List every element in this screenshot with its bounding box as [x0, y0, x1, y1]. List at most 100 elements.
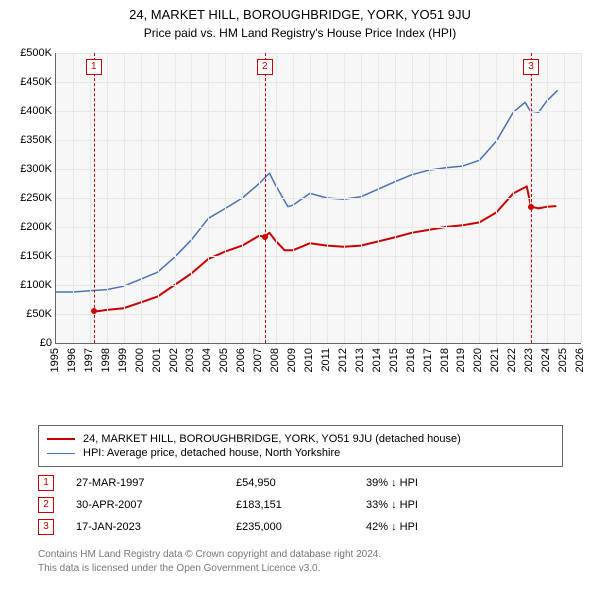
y-axis-tick-label: £50K	[2, 308, 52, 320]
x-axis-tick-label: 1998	[100, 348, 112, 372]
series-point-property	[91, 308, 97, 314]
sale-delta: 39% ↓ HPI	[366, 477, 486, 489]
x-axis-tick-label: 2012	[337, 348, 349, 372]
legend-swatch	[47, 453, 75, 454]
x-axis-tick-label: 1995	[49, 348, 61, 372]
gridline-vertical	[462, 53, 463, 343]
gridline-vertical	[344, 53, 345, 343]
gridline-vertical	[276, 53, 277, 343]
y-axis-tick-label: £100K	[2, 279, 52, 291]
x-axis-tick-label: 2001	[151, 348, 163, 372]
x-axis-tick-label: 2015	[388, 348, 400, 372]
x-axis-tick-label: 1996	[66, 348, 78, 372]
x-axis-tick-label: 2024	[540, 348, 552, 372]
gridline-horizontal	[56, 111, 581, 112]
x-axis-tick-label: 1997	[83, 348, 95, 372]
gridline-horizontal	[56, 140, 581, 141]
chart-title: 24, MARKET HILL, BOROUGHBRIDGE, YORK, YO…	[0, 0, 600, 24]
x-axis-tick-label: 2022	[506, 348, 518, 372]
sale-marker-line	[531, 53, 532, 343]
gridline-horizontal	[56, 285, 581, 286]
sale-marker-icon: 3	[523, 59, 539, 75]
sale-price: £183,151	[236, 499, 366, 511]
y-axis-tick-label: £350K	[2, 134, 52, 146]
gridline-vertical	[412, 53, 413, 343]
sale-row: 2 30-APR-2007 £183,151 33% ↓ HPI	[38, 494, 563, 516]
sale-marker-icon: 1	[86, 59, 102, 75]
x-axis-tick-label: 2017	[422, 348, 434, 372]
x-axis-tick-label: 2016	[405, 348, 417, 372]
gridline-vertical	[429, 53, 430, 343]
x-axis-tick-label: 2010	[303, 348, 315, 372]
x-axis-tick-label: 2023	[523, 348, 535, 372]
sale-date: 27-MAR-1997	[76, 477, 236, 489]
legend-label: HPI: Average price, detached house, Nort…	[83, 447, 340, 459]
chart: 123 £0£50K£100K£150K£200K£250K£300K£350K…	[0, 48, 600, 378]
sale-delta: 33% ↓ HPI	[366, 499, 486, 511]
gridline-vertical	[327, 53, 328, 343]
series-line-hpi	[56, 91, 557, 292]
x-axis-tick-label: 2025	[557, 348, 569, 372]
y-axis-tick-label: £150K	[2, 250, 52, 262]
x-axis-tick-label: 2005	[218, 348, 230, 372]
gridline-vertical	[225, 53, 226, 343]
gridline-vertical	[208, 53, 209, 343]
gridline-vertical	[191, 53, 192, 343]
sales-table: 1 27-MAR-1997 £54,950 39% ↓ HPI 2 30-APR…	[38, 472, 563, 538]
gridline-vertical	[395, 53, 396, 343]
x-axis-tick-label: 2026	[574, 348, 586, 372]
series-point-property	[262, 234, 268, 240]
y-axis-tick-label: £200K	[2, 221, 52, 233]
legend-swatch	[47, 438, 75, 440]
x-axis-tick-label: 2020	[472, 348, 484, 372]
legend: 24, MARKET HILL, BOROUGHBRIDGE, YORK, YO…	[38, 425, 563, 467]
legend-label: 24, MARKET HILL, BOROUGHBRIDGE, YORK, YO…	[83, 433, 461, 445]
y-axis-tick-label: £300K	[2, 163, 52, 175]
chart-subtitle: Price paid vs. HM Land Registry's House …	[0, 24, 600, 40]
attribution-line: This data is licensed under the Open Gov…	[38, 562, 563, 576]
attribution-line: Contains HM Land Registry data © Crown c…	[38, 548, 563, 562]
sale-marker-icon: 3	[38, 519, 54, 535]
gridline-vertical	[90, 53, 91, 343]
gridline-vertical	[242, 53, 243, 343]
gridline-vertical	[361, 53, 362, 343]
x-axis-tick-label: 2011	[320, 348, 332, 372]
y-axis-tick-label: £500K	[2, 47, 52, 59]
gridline-vertical	[175, 53, 176, 343]
series-point-property	[528, 204, 534, 210]
legend-row: 24, MARKET HILL, BOROUGHBRIDGE, YORK, YO…	[47, 432, 554, 446]
x-axis-tick-label: 2013	[354, 348, 366, 372]
gridline-vertical	[378, 53, 379, 343]
sale-marker-icon: 1	[38, 475, 54, 491]
sale-price: £54,950	[236, 477, 366, 489]
gridline-vertical	[479, 53, 480, 343]
x-axis-tick-label: 2018	[439, 348, 451, 372]
gridline-vertical	[496, 53, 497, 343]
gridline-vertical	[107, 53, 108, 343]
sale-marker-icon: 2	[257, 59, 273, 75]
sale-row: 1 27-MAR-1997 £54,950 39% ↓ HPI	[38, 472, 563, 494]
x-axis-tick-label: 2007	[252, 348, 264, 372]
x-axis-tick-label: 2008	[269, 348, 281, 372]
x-axis-tick-label: 2000	[134, 348, 146, 372]
sale-marker-icon: 2	[38, 497, 54, 513]
x-axis-tick-label: 2009	[286, 348, 298, 372]
y-axis-tick-label: £450K	[2, 76, 52, 88]
sale-row: 3 17-JAN-2023 £235,000 42% ↓ HPI	[38, 516, 563, 538]
gridline-horizontal	[56, 198, 581, 199]
sale-date: 17-JAN-2023	[76, 521, 236, 533]
x-axis-tick-label: 2019	[455, 348, 467, 372]
gridline-horizontal	[56, 256, 581, 257]
y-axis-tick-label: £400K	[2, 105, 52, 117]
sale-marker-line	[265, 53, 266, 343]
gridline-horizontal	[56, 53, 581, 54]
x-axis-tick-label: 1999	[117, 348, 129, 372]
x-axis-tick-label: 2014	[371, 348, 383, 372]
x-axis-tick-label: 2021	[489, 348, 501, 372]
sale-date: 30-APR-2007	[76, 499, 236, 511]
x-axis-tick-label: 2003	[184, 348, 196, 372]
plot-area: 1 2 3	[55, 53, 581, 344]
sale-marker-line	[94, 53, 95, 343]
x-axis-tick-label: 2004	[201, 348, 213, 372]
gridline-horizontal	[56, 169, 581, 170]
